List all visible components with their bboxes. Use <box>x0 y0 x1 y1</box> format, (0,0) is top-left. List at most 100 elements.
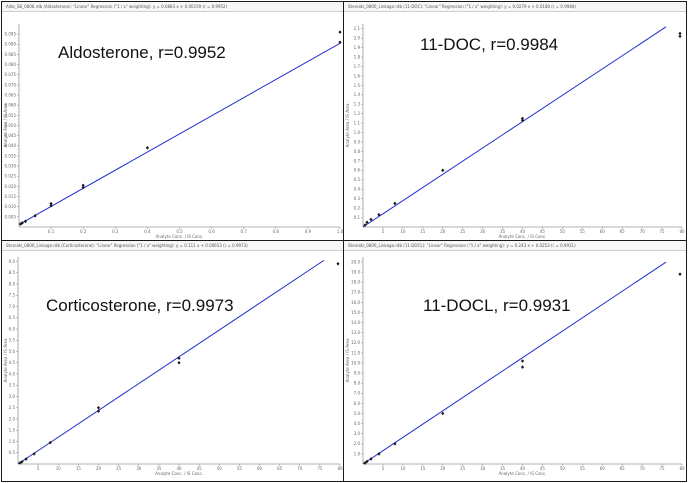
panel-header-text: Steroids_0806_Linkage.rdb (11-DOC): "Lin… <box>348 4 576 9</box>
x-tick-label: 5 <box>382 229 385 234</box>
x-tick-label: 0.2 <box>80 229 87 234</box>
y-tick-label: 0.025 <box>5 174 17 179</box>
y-tick-label: 1.3 <box>354 102 361 107</box>
y-tick-label: 2.1 <box>354 26 361 31</box>
x-tick-label: 80 <box>679 229 685 234</box>
data-point <box>48 440 52 445</box>
data-point <box>96 409 101 413</box>
x-tick-label: 75 <box>317 466 323 471</box>
data-point <box>520 359 525 363</box>
data-point <box>177 356 181 361</box>
data-point <box>81 183 85 188</box>
y-tick-label: 0.030 <box>5 164 17 169</box>
y-tick-label: 20.0 <box>351 259 360 264</box>
regression-line <box>17 259 325 465</box>
chart-11-docl: 1.0 2.0 3.0 4.0 5.0 6.0 7.0 8.0 9.0 10.0 11.0 12.0 1… <box>345 257 685 476</box>
data-point <box>23 219 28 224</box>
y-tick-label: 8.0 <box>9 281 16 286</box>
y-tick-label: 3.5 <box>9 383 16 388</box>
y-tick-label: 0.020 <box>5 184 17 189</box>
x-tick-label: 45 <box>540 466 546 471</box>
x-tick-label: 15 <box>420 229 426 234</box>
y-tick-label: 18.0 <box>351 280 360 285</box>
panel-header: Steroids_0806_Linkage.rdb (11-DOC): "Lin… <box>344 2 686 12</box>
x-tick-label: 35 <box>500 466 506 471</box>
data-point <box>81 185 85 190</box>
x-tick-label: 0.5 <box>176 229 183 234</box>
y-tick-label: 1.9 <box>354 45 361 50</box>
regression-line <box>18 42 341 225</box>
x-tick-label: 10 <box>400 466 406 471</box>
y-tick-label: 8.0 <box>354 381 361 386</box>
x-tick-label: 40 <box>520 229 526 234</box>
y-tick-label: 0.080 <box>5 62 17 67</box>
x-tick-label: 35 <box>500 229 506 234</box>
x-tick-label: 10 <box>400 229 406 234</box>
data-point <box>49 203 53 208</box>
x-tick-label: 20 <box>440 466 446 471</box>
x-axis-title: Analyte Conc. / IS Conc. <box>499 234 547 239</box>
x-tick-label: 70 <box>297 466 303 471</box>
x-tick-label: 55 <box>237 466 243 471</box>
x-tick-label: 0.7 <box>241 229 248 234</box>
y-tick-label: 8.5 <box>9 270 16 275</box>
y-axis-title: Analyte Area / IS Area <box>3 103 8 147</box>
y-tick-label: 2.0 <box>354 36 361 41</box>
data-point <box>96 405 101 410</box>
y-tick-label: 6.0 <box>9 326 16 331</box>
x-tick-label: 0.1 <box>48 229 55 234</box>
x-tick-label: 75 <box>660 466 666 471</box>
y-tick-label: 0.065 <box>5 92 17 97</box>
panel-11-docl: Steroids_0806_Linkage.rdb (11-DOCL): "Li… <box>343 240 687 482</box>
x-tick-label: 15 <box>420 466 426 471</box>
x-tick-label: 15 <box>76 466 82 471</box>
y-tick-label: 0.5 <box>9 450 16 455</box>
x-tick-label: 55 <box>580 229 586 234</box>
x-tick-label: 50 <box>560 466 566 471</box>
data-point <box>520 118 525 123</box>
chart-title: 11-DOC, r=0.9984 <box>420 35 558 54</box>
x-tick-label: 0.6 <box>208 229 215 234</box>
x-tick-label: 25 <box>460 466 466 471</box>
panel-aldosterone: Aldo_SB_0806.rdb (Aldosterone): "Linear"… <box>1 1 344 241</box>
x-tick-label: 55 <box>580 466 586 471</box>
x-tick-label: 25 <box>116 466 122 471</box>
y-tick-label: 1.5 <box>354 83 361 88</box>
y-tick-label: 0.055 <box>5 113 17 118</box>
x-tick-label: 80 <box>679 466 685 471</box>
data-point <box>377 212 381 217</box>
regression-line <box>362 261 667 465</box>
panel-corticosterone: Steroids_0806_Linkage.rdb (Corticosteron… <box>1 240 344 482</box>
x-tick-label: 30 <box>480 229 486 234</box>
x-tick-label: 65 <box>620 229 626 234</box>
y-tick-label: 0.7 <box>354 158 361 163</box>
y-tick-label: 0.1 <box>354 215 361 220</box>
y-tick-label: 6.0 <box>354 401 361 406</box>
x-tick-label: 0.8 <box>273 229 280 234</box>
x-axis-title: Analyte Conc. / IS Conc. <box>156 234 204 239</box>
y-tick-label: 2.0 <box>9 416 16 421</box>
chart-title: Aldosterone, r=0.9952 <box>58 43 226 62</box>
x-tick-label: 50 <box>217 466 223 471</box>
y-tick-label: 1.0 <box>9 439 16 444</box>
y-tick-label: 0.040 <box>5 143 17 148</box>
data-point <box>377 452 381 456</box>
y-tick-label: 1.6 <box>354 73 361 78</box>
y-tick-label: 16.0 <box>351 300 360 305</box>
y-tick-label: 1.2 <box>354 111 361 116</box>
y-tick-label: 0.045 <box>5 133 17 138</box>
y-tick-label: 7.5 <box>9 293 16 298</box>
y-tick-label: 7.0 <box>354 391 361 396</box>
y-tick-label: 0.9 <box>354 139 361 144</box>
y-tick-label: 0.4 <box>354 187 361 192</box>
y-tick-label: 0.085 <box>5 52 17 57</box>
data-point <box>19 222 23 226</box>
y-axis-title: Analyte Area / IS Area <box>345 103 350 147</box>
x-tick-label: 50 <box>560 229 566 234</box>
panel-header-text: Aldo_SB_0806.rdb (Aldosterone): "Linear"… <box>6 4 228 9</box>
data-point <box>20 459 24 464</box>
y-tick-label: 5.0 <box>9 349 16 354</box>
chart-corticosterone: 0.5 1.0 1.5 2.0 2.5 3.0 3.5 4.0 4.5 5.0 5.5 6.0 6.5 7… <box>3 257 343 476</box>
y-tick-label: 0.005 <box>5 214 17 219</box>
x-tick-label: 80 <box>337 466 343 471</box>
